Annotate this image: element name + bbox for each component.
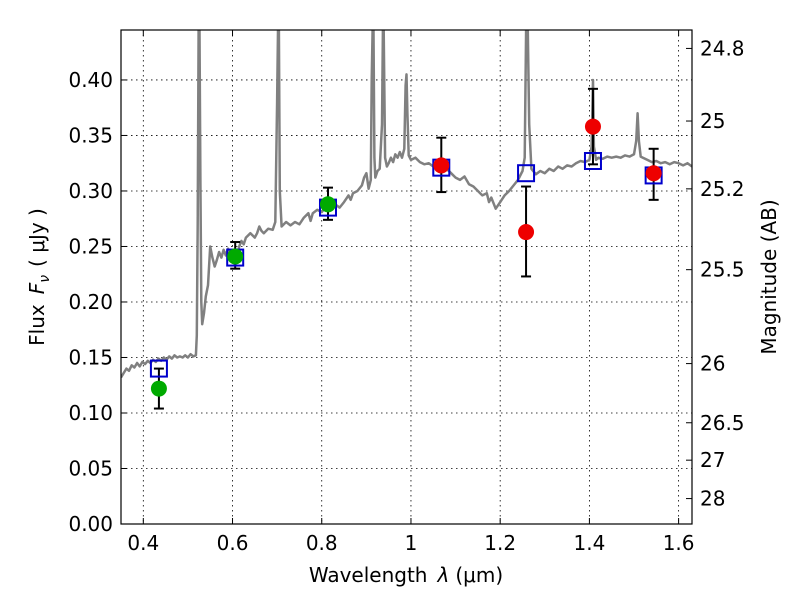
observed-point-red <box>433 157 450 174</box>
y2-axis-label: Magnitude (AB) <box>757 199 781 354</box>
x-tick-label: 1.2 <box>484 531 516 555</box>
y-axis-label-text: Flux <box>25 304 49 346</box>
y2-tick-label: 24.8 <box>700 36 745 60</box>
x-tick-label: 1.4 <box>573 531 605 555</box>
x-axis-label-text: Wavelength <box>309 563 428 587</box>
x-axis-unit: (μm) <box>455 563 503 587</box>
model-square-point <box>149 359 168 378</box>
x-tick-label: 1.6 <box>663 531 695 555</box>
axis-ticks: 0.4 0.6 0.8 1 1.2 1.4 1.6 0.00 0.05 0.10 0.15 0.20 0… <box>68 30 745 555</box>
y-axis-label: Flux Fν ( μJy ) <box>25 208 53 346</box>
observed-point-red <box>584 118 601 135</box>
y2-tick-label: 26 <box>700 352 725 376</box>
x-tick-label: 0.6 <box>217 531 249 555</box>
observed-photometry-points <box>150 118 662 397</box>
y-axis-unit: ( μJy ) <box>25 208 49 267</box>
x-tick-label: 0.4 <box>127 531 159 555</box>
y2-tick-label: 26.5 <box>700 411 745 435</box>
y-axis-symbol: F <box>25 282 49 294</box>
y-tick-label: 0.20 <box>68 290 113 314</box>
y-tick-label: 0.00 <box>68 512 113 536</box>
observed-point-green <box>319 196 336 213</box>
y-tick-label: 0.40 <box>68 68 113 92</box>
y-tick-label: 0.35 <box>68 123 113 147</box>
spectrum-line <box>121 30 692 379</box>
x-tick-label: 1 <box>405 531 418 555</box>
model-square-point <box>583 151 602 170</box>
observed-point-green <box>227 248 244 265</box>
plot-frame <box>120 29 693 525</box>
observed-point-green <box>150 380 167 397</box>
y-tick-label: 0.30 <box>68 179 113 203</box>
y-tick-label: 0.10 <box>68 401 113 425</box>
model-square-point <box>517 164 536 183</box>
y2-tick-label: 25 <box>700 109 725 133</box>
observed-point-red <box>518 224 535 241</box>
x-tick-label: 0.8 <box>306 531 338 555</box>
y2-tick-label: 25.2 <box>700 177 745 201</box>
y2-tick-label: 28 <box>700 487 725 511</box>
x-axis-symbol: λ <box>437 563 450 587</box>
y-tick-label: 0.15 <box>68 345 113 369</box>
y-tick-label: 0.05 <box>68 456 113 480</box>
plot-content <box>121 30 692 379</box>
y-tick-label: 0.25 <box>68 234 113 258</box>
observed-point-red <box>645 165 662 182</box>
y2-tick-label: 25.5 <box>700 258 745 282</box>
y2-tick-label: 27 <box>700 448 725 472</box>
x-axis-label: Wavelength λ (μm) <box>309 563 503 587</box>
y-axis-symbol-sub: ν <box>37 275 53 283</box>
